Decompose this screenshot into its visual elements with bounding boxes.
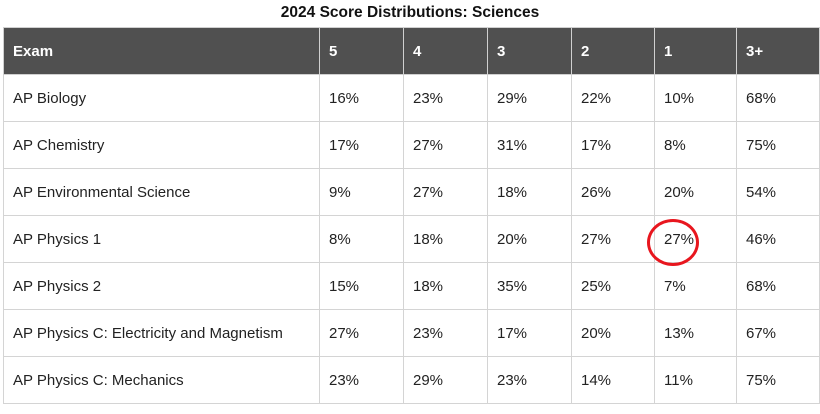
percentage-cell: 17% xyxy=(319,121,404,169)
percentage-cell: 25% xyxy=(571,262,655,310)
exam-name-cell: AP Biology xyxy=(3,74,320,122)
percentage-cell: 67% xyxy=(736,309,820,357)
percentage-cell: 23% xyxy=(403,309,488,357)
percentage-cell: 18% xyxy=(487,168,572,216)
column-header: 1 xyxy=(654,27,737,75)
percentage-cell: 10% xyxy=(654,74,737,122)
column-header: 4 xyxy=(403,27,488,75)
column-header: 5 xyxy=(319,27,404,75)
exam-name-cell: AP Physics C: Mechanics xyxy=(3,356,320,404)
exam-name-cell: AP Physics 2 xyxy=(3,262,320,310)
table-row: AP Chemistry 17% 27% 31% 17% 8% 75% xyxy=(3,121,820,169)
percentage-cell: 46% xyxy=(736,215,820,263)
exam-name-cell: AP Environmental Science xyxy=(3,168,320,216)
percentage-cell: 11% xyxy=(654,356,737,404)
percentage-cell: 18% xyxy=(403,262,488,310)
percentage-cell: 23% xyxy=(487,356,572,404)
header-row: Exam 5 4 3 2 1 3+ xyxy=(3,27,820,75)
percentage-cell: 68% xyxy=(736,262,820,310)
table-row: AP Biology 16% 23% 29% 22% 10% 68% xyxy=(3,74,820,122)
exam-name-cell: AP Physics C: Electricity and Magnetism xyxy=(3,309,320,357)
column-header: 3+ xyxy=(736,27,820,75)
percentage-cell: 7% xyxy=(654,262,737,310)
percentage-cell: 27% xyxy=(571,215,655,263)
percentage-cell: 27% xyxy=(319,309,404,357)
percentage-cell: 22% xyxy=(571,74,655,122)
percentage-cell: 14% xyxy=(571,356,655,404)
percentage-cell: 13% xyxy=(654,309,737,357)
percentage-cell: 23% xyxy=(403,74,488,122)
table-row: AP Physics 1 8% 18% 20% 27% 27% 46% xyxy=(3,215,820,263)
table-row: AP Physics C: Electricity and Magnetism 2… xyxy=(3,309,820,357)
percentage-cell: 75% xyxy=(736,121,820,169)
percentage-cell: 75% xyxy=(736,356,820,404)
percentage-cell: 20% xyxy=(487,215,572,263)
percentage-cell: 68% xyxy=(736,74,820,122)
exam-name-cell: AP Chemistry xyxy=(3,121,320,169)
percentage-cell: 27% xyxy=(403,121,488,169)
column-header: 2 xyxy=(571,27,655,75)
percentage-cell: 26% xyxy=(571,168,655,216)
percentage-cell: 9% xyxy=(319,168,404,216)
exam-name-cell: AP Physics 1 xyxy=(3,215,320,263)
percentage-cell: 31% xyxy=(487,121,572,169)
percentage-cell: 29% xyxy=(487,74,572,122)
table-row: AP Physics 2 15% 18% 35% 25% 7% 68% xyxy=(3,262,820,310)
percentage-cell: 8% xyxy=(654,121,737,169)
percentage-cell: 17% xyxy=(487,309,572,357)
column-header: 3 xyxy=(487,27,572,75)
percentage-cell: 27% xyxy=(403,168,488,216)
percentage-cell: 35% xyxy=(487,262,572,310)
table-row: AP Physics C: Mechanics 23% 29% 23% 14% 11% 75… xyxy=(3,356,820,404)
percentage-cell: 27% xyxy=(654,215,737,263)
percentage-cell: 23% xyxy=(319,356,404,404)
percentage-cell: 20% xyxy=(654,168,737,216)
percentage-cell: 20% xyxy=(571,309,655,357)
table-row: AP Environmental Science 9% 27% 18% 26% 20% 54… xyxy=(3,168,820,216)
percentage-cell: 54% xyxy=(736,168,820,216)
percentage-cell: 15% xyxy=(319,262,404,310)
percentage-cell: 17% xyxy=(571,121,655,169)
score-distribution-table: Exam 5 4 3 2 1 3+ AP Biology 16% 23% 29% 22% 10% 68%… xyxy=(3,27,820,404)
percentage-cell: 18% xyxy=(403,215,488,263)
percentage-cell: 16% xyxy=(319,74,404,122)
percentage-cell: 8% xyxy=(319,215,404,263)
column-header: Exam xyxy=(3,27,320,75)
table-title: 2024 Score Distributions: Sciences xyxy=(280,4,540,21)
percentage-cell: 29% xyxy=(403,356,488,404)
